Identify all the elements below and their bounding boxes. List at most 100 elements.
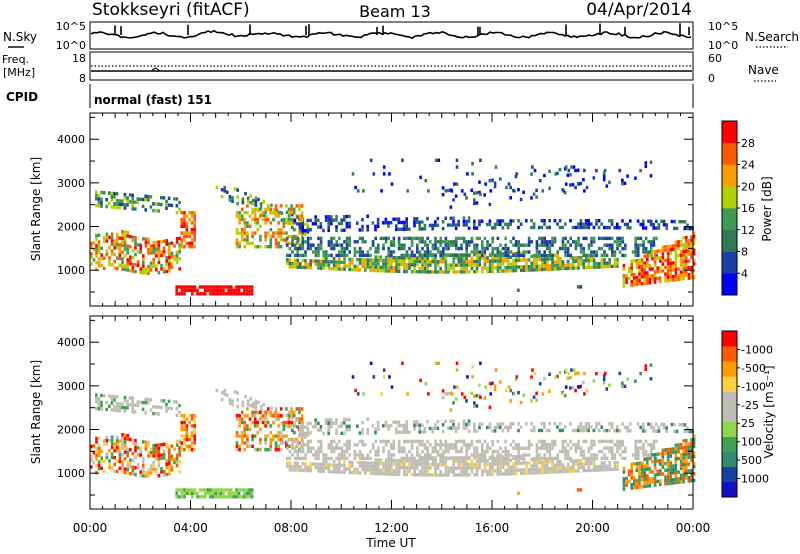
velocity-cell [577,469,580,473]
power-cell [165,269,168,274]
power-cell [692,258,696,263]
power-cell [235,231,239,235]
velocity-cell [473,429,476,433]
velocity-cell [595,453,598,457]
velocity-cell [423,469,427,474]
velocity-cell [452,419,455,423]
power-cell [149,268,153,272]
power-cell [649,174,653,178]
power-cell [452,256,455,261]
power-cell [509,222,512,226]
power-cell [97,247,101,251]
x-tick-label: 04:00 [173,521,208,535]
velocity-cell [405,466,409,470]
velocity-cell [319,439,323,444]
velocity-cell [600,449,604,454]
power-cell [292,228,296,232]
power-cell [675,226,679,231]
power-cell [535,188,538,192]
velocity-cell [97,450,101,454]
velocity-cell [429,473,432,477]
velocity-cell [509,422,512,426]
power-cell [358,250,362,254]
power-cell [418,236,422,241]
y-tick-label: 4000 [57,133,85,146]
power-cell [314,215,317,219]
velocity-cell [147,467,150,472]
x-tick-label: 00:00 [73,521,108,535]
power-cell [682,277,685,281]
velocity-cell [340,446,344,450]
velocity-cell [277,437,280,442]
velocity-cell [473,453,476,457]
velocity-cell [514,456,518,461]
power-cell [298,207,301,211]
power-cell [570,165,573,169]
power-cell [634,253,637,258]
power-cell [361,258,364,262]
power-cell [228,195,232,199]
power-cell [481,240,484,244]
power-cell [517,246,520,251]
velocity-cell [343,463,346,468]
power-cell [123,247,127,251]
velocity-cell [685,472,688,477]
power-cell [685,252,688,257]
power-cell [157,254,161,258]
power-cell [644,250,648,254]
velocity-cell [319,469,323,473]
power-cell [583,189,586,193]
velocity-cell [110,445,114,449]
power-cell [343,218,346,222]
velocity-cell [180,488,184,492]
power-cell [395,217,398,221]
power-cell [301,229,304,233]
power-cell [479,158,482,162]
velocity-cell [170,406,173,411]
power-cell [423,270,427,274]
velocity-cell [478,453,481,457]
velocity-cell [501,456,505,461]
velocity-cell [274,410,278,414]
velocity-cell [652,429,655,433]
velocity-cell [214,495,217,499]
power-cell [646,264,649,268]
velocity-cell [674,463,678,468]
velocity-cell [564,469,567,474]
power-cell [356,189,360,193]
power-cell [298,217,301,222]
power-cell [244,191,247,196]
velocity-cell [301,456,305,461]
power-cell [473,246,476,251]
power-cell [290,204,293,208]
velocity-cell [249,404,252,408]
velocity-cell [447,466,450,470]
velocity-cell [592,443,596,447]
power-cell [108,246,111,250]
velocity-cell [666,481,670,486]
velocity-cell [608,449,611,454]
power-cell [638,282,641,286]
power-cell [403,243,406,247]
velocity-cell [190,431,194,435]
velocity-cell [259,448,262,452]
power-cell [272,234,275,239]
velocity-cell [105,455,109,460]
power-cell [653,270,657,274]
power-cell [679,270,683,274]
power-cell [669,244,672,248]
velocity-cell [517,391,520,395]
power-cell [227,288,230,293]
power-cell [410,243,414,247]
velocity-cell [551,456,554,461]
power-cell [356,268,359,272]
power-cell [682,236,685,240]
power-cell [442,250,445,254]
power-cell [656,276,659,281]
power-cell [499,219,502,223]
power-cell [220,188,224,192]
power-cell [262,200,265,204]
velocity-cell [481,446,484,450]
velocity-cell [452,443,455,447]
velocity-cell [298,410,301,414]
